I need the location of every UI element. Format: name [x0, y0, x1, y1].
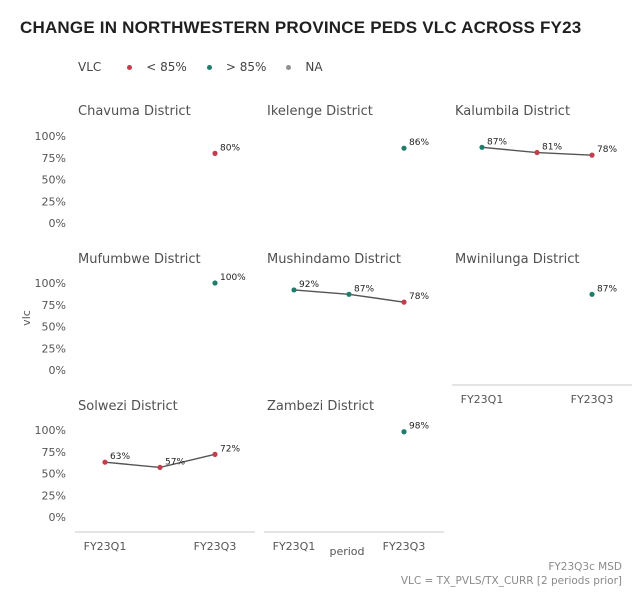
legend: VLC < 85% > 85% NA — [78, 58, 343, 76]
y-tick-label: 25% — [42, 195, 66, 208]
data-point-zambezi-district-fy23q3 — [401, 429, 407, 435]
y-tick-label: 50% — [42, 468, 66, 481]
data-label-mushindamo-district-fy23q1: 92% — [299, 280, 319, 290]
data-label-mushindamo-district-fy23q2: 87% — [354, 284, 374, 294]
data-label-ikelenge-district-fy23q3: 86% — [409, 138, 429, 148]
y-tick-label: 0% — [49, 364, 66, 377]
x-axis-title: period — [329, 545, 364, 558]
legend-item-below-85: < 85% — [127, 60, 187, 74]
data-label-mwinilunga-district-fy23q3: 87% — [597, 284, 617, 294]
legend-label-na: NA — [305, 60, 323, 74]
data-point-chavuma-district-fy23q3 — [212, 150, 218, 156]
legend-label-below-85: < 85% — [146, 60, 187, 74]
y-tick-label: 0% — [49, 217, 66, 230]
panel-title-ikelenge-district: Ikelenge District — [267, 104, 373, 119]
data-label-solwezi-district-fy23q3: 72% — [220, 444, 240, 454]
data-point-solwezi-district-fy23q2 — [157, 464, 163, 471]
data-label-kalumbila-district-fy23q2: 81% — [542, 143, 562, 153]
legend-label-above-85: > 85% — [225, 60, 267, 74]
data-point-mufumbwe-district-fy23q3 — [212, 280, 218, 286]
legend-title: VLC — [78, 60, 102, 74]
x-tick-label: FY23Q1 — [461, 393, 504, 406]
data-point-kalumbila-district-fy23q3 — [589, 152, 595, 158]
y-tick-label: 75% — [42, 152, 66, 165]
panel-title-mufumbwe-district: Mufumbwe District — [78, 252, 201, 267]
y-axis-title: vlc — [20, 310, 33, 326]
data-label-solwezi-district-fy23q1: 63% — [110, 452, 130, 462]
caption-source: FY23Q3c MSD — [548, 561, 622, 573]
panel-title-chavuma-district: Chavuma District — [78, 104, 191, 119]
legend-item-above-85: > 85% — [206, 60, 267, 74]
y-tick-label: 100% — [35, 130, 66, 143]
data-label-zambezi-district-fy23q3: 98% — [409, 422, 429, 432]
caption-definition: VLC = TX_PVLS/TX_CURR [2 periods prior] — [400, 575, 622, 587]
y-tick-label: 0% — [49, 511, 66, 524]
y-tick-label: 25% — [42, 489, 66, 502]
panel-title-zambezi-district: Zambezi District — [267, 399, 374, 414]
data-label-solwezi-district-fy23q2: 57% — [165, 457, 185, 467]
caption: FY23Q3c MSD VLC = TX_PVLS/TX_CURR [2 per… — [401, 560, 622, 588]
panel-title-kalumbila-district: Kalumbila District — [455, 104, 570, 119]
data-point-mushindamo-district-fy23q1 — [291, 287, 297, 293]
chart-title: CHANGE IN NORTHWESTERN PROVINCE PEDS VLC… — [20, 18, 582, 37]
legend-dot-na — [286, 64, 292, 70]
data-label-chavuma-district-fy23q3: 80% — [220, 143, 240, 153]
data-point-ikelenge-district-fy23q3 — [401, 145, 407, 151]
x-tick-label: FY23Q3 — [383, 540, 426, 553]
legend-item-na: NA — [286, 60, 323, 74]
data-point-mwinilunga-district-fy23q3 — [589, 291, 595, 297]
y-tick-label: 100% — [35, 277, 66, 290]
data-point-mushindamo-district-fy23q3 — [401, 299, 407, 305]
x-tick-label: FY23Q3 — [571, 393, 614, 406]
data-point-solwezi-district-fy23q1 — [102, 459, 108, 465]
data-label-kalumbila-district-fy23q3: 78% — [597, 145, 617, 155]
x-tick-label: FY23Q1 — [273, 540, 316, 553]
data-label-kalumbila-district-fy23q1: 87% — [487, 137, 507, 147]
legend-dot-above-85 — [206, 64, 212, 70]
y-tick-label: 75% — [42, 299, 66, 312]
y-tick-label: 25% — [42, 342, 66, 355]
y-tick-label: 50% — [42, 174, 66, 187]
data-point-mushindamo-district-fy23q2 — [346, 291, 352, 297]
x-tick-label: FY23Q3 — [194, 540, 237, 553]
panel-title-solwezi-district: Solwezi District — [78, 399, 178, 414]
panel-title-mwinilunga-district: Mwinilunga District — [455, 252, 579, 267]
data-point-kalumbila-district-fy23q2 — [534, 149, 540, 156]
y-tick-label: 75% — [42, 446, 66, 459]
data-point-kalumbila-district-fy23q1 — [479, 144, 485, 150]
data-point-solwezi-district-fy23q3 — [212, 451, 218, 457]
y-tick-label: 50% — [42, 321, 66, 334]
y-tick-label: 100% — [35, 424, 66, 437]
panel-title-mushindamo-district: Mushindamo District — [267, 252, 401, 267]
data-label-mufumbwe-district-fy23q3: 100% — [220, 273, 246, 283]
data-label-mushindamo-district-fy23q3: 78% — [409, 292, 429, 302]
legend-dot-below-85 — [127, 64, 133, 70]
x-tick-label: FY23Q1 — [84, 540, 127, 553]
